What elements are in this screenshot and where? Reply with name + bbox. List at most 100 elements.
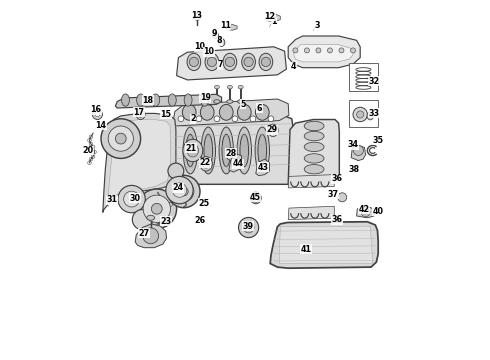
Polygon shape [173, 114, 294, 184]
Ellipse shape [367, 112, 373, 120]
Polygon shape [288, 120, 339, 186]
Circle shape [339, 48, 344, 53]
Text: 14: 14 [96, 121, 106, 130]
Polygon shape [103, 113, 176, 212]
Circle shape [118, 185, 145, 213]
Circle shape [350, 48, 356, 53]
Circle shape [92, 109, 102, 120]
Polygon shape [288, 175, 334, 188]
Circle shape [194, 13, 201, 20]
Ellipse shape [222, 134, 231, 167]
Circle shape [268, 116, 274, 122]
Polygon shape [265, 14, 280, 22]
Circle shape [250, 116, 256, 122]
Ellipse shape [338, 193, 347, 202]
Polygon shape [108, 120, 171, 207]
Text: 27: 27 [139, 229, 150, 238]
Ellipse shape [227, 85, 232, 89]
Circle shape [232, 116, 238, 122]
Ellipse shape [184, 94, 192, 106]
Ellipse shape [238, 104, 251, 120]
Text: 23: 23 [160, 217, 172, 226]
Text: 10: 10 [203, 48, 215, 57]
Ellipse shape [214, 100, 220, 103]
Circle shape [143, 228, 159, 244]
Circle shape [116, 133, 126, 144]
Ellipse shape [183, 127, 197, 174]
Text: 33: 33 [368, 109, 379, 118]
Circle shape [304, 48, 310, 53]
Ellipse shape [255, 104, 269, 120]
Polygon shape [229, 154, 242, 172]
Circle shape [244, 57, 253, 67]
Ellipse shape [201, 127, 216, 174]
Text: 35: 35 [373, 136, 384, 145]
Text: 19: 19 [200, 94, 211, 103]
Circle shape [168, 175, 200, 208]
Ellipse shape [238, 85, 243, 89]
Polygon shape [256, 159, 270, 176]
Text: 3: 3 [314, 21, 320, 30]
Circle shape [196, 116, 202, 122]
Polygon shape [288, 36, 360, 68]
Ellipse shape [220, 104, 233, 120]
Ellipse shape [304, 154, 324, 163]
Ellipse shape [215, 85, 220, 89]
Circle shape [327, 48, 333, 53]
Polygon shape [116, 94, 221, 108]
Circle shape [189, 57, 198, 67]
Ellipse shape [304, 121, 324, 131]
Circle shape [168, 163, 184, 179]
Text: 38: 38 [348, 165, 359, 174]
Ellipse shape [223, 53, 237, 71]
Ellipse shape [255, 127, 270, 174]
Text: 40: 40 [373, 207, 384, 216]
Circle shape [261, 57, 270, 67]
Circle shape [243, 222, 254, 233]
Ellipse shape [136, 109, 145, 120]
Circle shape [132, 210, 152, 230]
Ellipse shape [152, 94, 160, 106]
Text: 24: 24 [173, 184, 184, 193]
Circle shape [293, 48, 298, 53]
Circle shape [143, 195, 171, 222]
Ellipse shape [187, 53, 201, 71]
Circle shape [353, 145, 364, 156]
Circle shape [138, 112, 144, 117]
Polygon shape [279, 226, 373, 264]
Ellipse shape [227, 100, 233, 103]
Text: 29: 29 [267, 125, 277, 134]
Text: 16: 16 [90, 105, 101, 114]
Text: 9: 9 [212, 30, 217, 39]
Text: 1: 1 [271, 17, 276, 26]
Ellipse shape [122, 94, 129, 106]
Circle shape [316, 48, 321, 53]
Ellipse shape [250, 192, 261, 204]
Polygon shape [351, 145, 366, 161]
Bar [349, 63, 378, 91]
Text: 8: 8 [217, 36, 222, 45]
Ellipse shape [229, 151, 234, 157]
Ellipse shape [183, 139, 203, 162]
Ellipse shape [200, 157, 213, 171]
Circle shape [361, 208, 370, 217]
Polygon shape [173, 99, 289, 126]
Ellipse shape [147, 215, 155, 220]
Circle shape [202, 159, 210, 168]
Text: 6: 6 [257, 104, 262, 113]
Polygon shape [288, 206, 334, 220]
Polygon shape [357, 207, 374, 218]
Text: 10: 10 [195, 42, 205, 51]
Text: 13: 13 [191, 11, 202, 20]
Text: 39: 39 [243, 222, 253, 231]
Ellipse shape [237, 127, 251, 174]
Text: 44: 44 [232, 159, 244, 168]
Ellipse shape [226, 148, 237, 161]
Ellipse shape [304, 131, 324, 141]
Text: 43: 43 [258, 163, 269, 172]
Bar [349, 100, 378, 127]
Text: 28: 28 [225, 149, 236, 158]
Circle shape [179, 187, 188, 196]
Ellipse shape [206, 51, 210, 56]
Polygon shape [135, 224, 167, 248]
